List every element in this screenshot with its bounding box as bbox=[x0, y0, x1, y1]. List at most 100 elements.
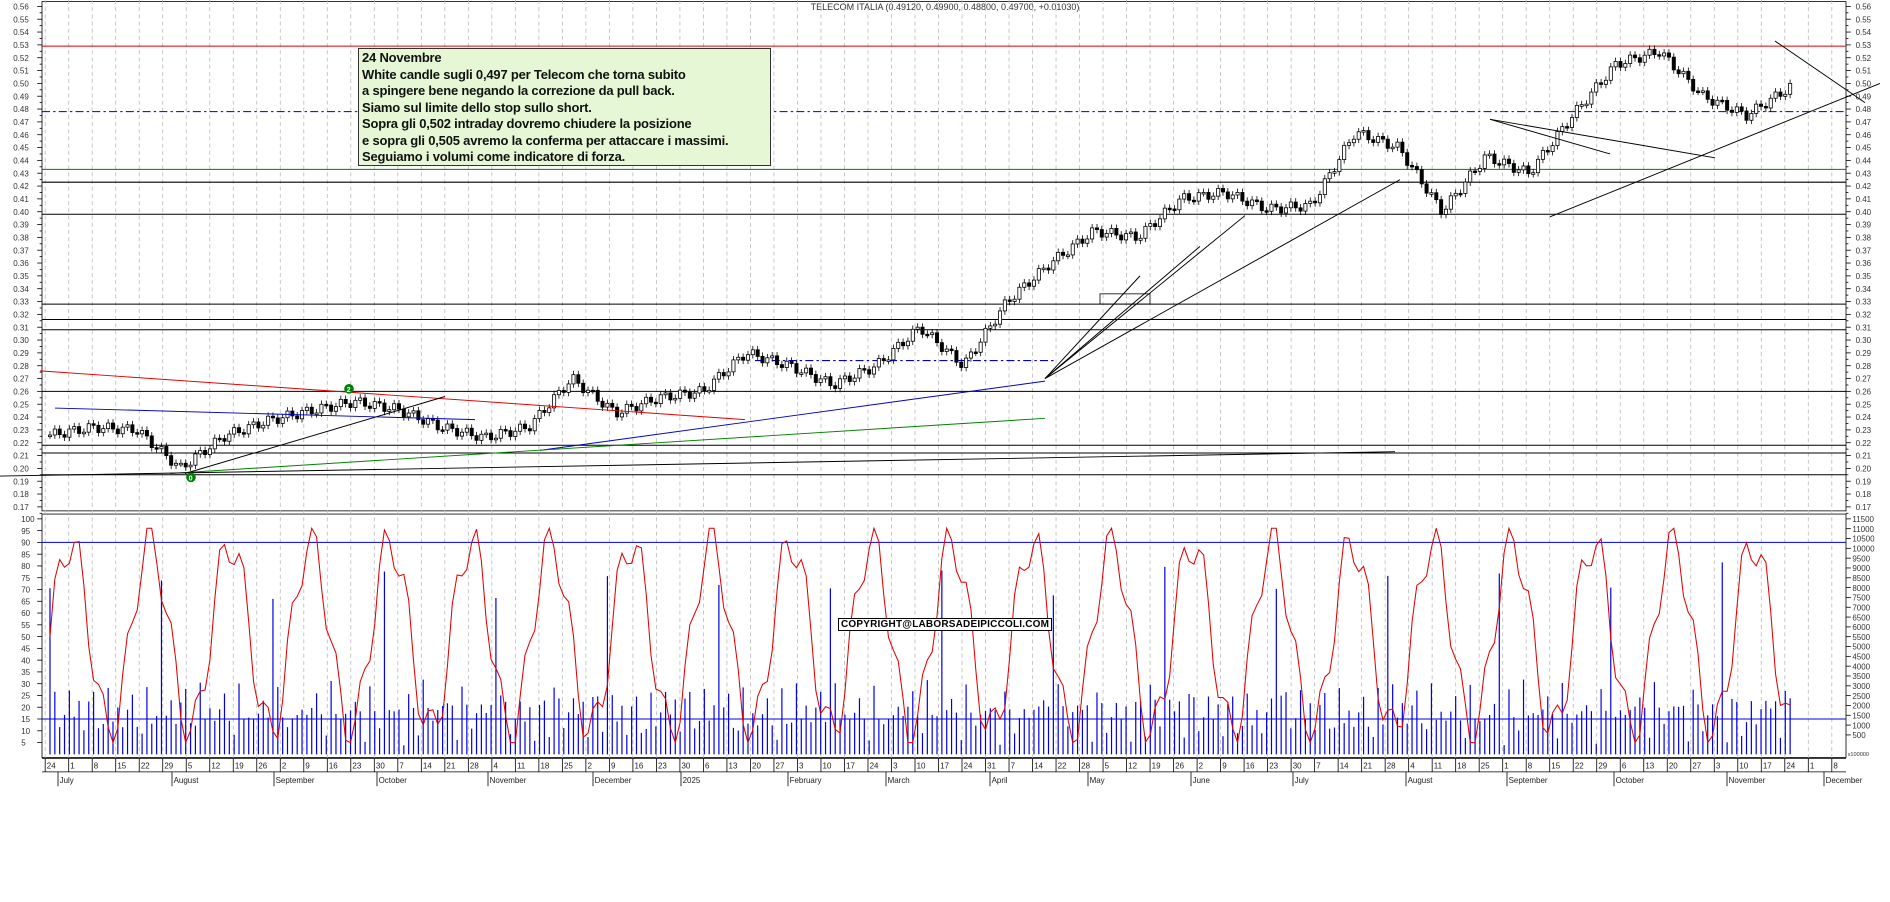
svg-text:16: 16 bbox=[1246, 762, 1255, 771]
svg-text:2: 2 bbox=[347, 386, 351, 394]
svg-text:17: 17 bbox=[846, 762, 855, 771]
svg-text:10: 10 bbox=[1739, 762, 1748, 771]
svg-text:April: April bbox=[992, 776, 1008, 785]
svg-text:0.46: 0.46 bbox=[13, 131, 29, 140]
svg-text:0.39: 0.39 bbox=[1856, 221, 1872, 230]
svg-text:November: November bbox=[490, 776, 527, 785]
svg-text:8: 8 bbox=[94, 762, 99, 771]
note-line: White candle sugli 0,497 per Telecom che… bbox=[362, 66, 686, 82]
note-line: Sopra gli 0,502 intraday dovremo chiuder… bbox=[362, 116, 692, 131]
svg-text:10000: 10000 bbox=[1852, 545, 1875, 554]
svg-text:0.30: 0.30 bbox=[1856, 336, 1872, 345]
svg-text:23: 23 bbox=[658, 762, 667, 771]
svg-text:0.40: 0.40 bbox=[1856, 208, 1872, 217]
svg-text:1: 1 bbox=[1504, 762, 1509, 771]
svg-text:0.33: 0.33 bbox=[1856, 298, 1872, 307]
svg-text:10: 10 bbox=[21, 727, 30, 736]
svg-text:May: May bbox=[1090, 776, 1105, 785]
svg-text:0.52: 0.52 bbox=[1856, 54, 1872, 63]
svg-text:8: 8 bbox=[1528, 762, 1533, 771]
svg-text:0.35: 0.35 bbox=[1856, 272, 1872, 281]
svg-text:7000: 7000 bbox=[1852, 603, 1870, 612]
svg-text:10500: 10500 bbox=[1852, 535, 1875, 544]
svg-text:22: 22 bbox=[1575, 762, 1584, 771]
svg-text:8500: 8500 bbox=[1852, 574, 1870, 583]
svg-text:2: 2 bbox=[1199, 762, 1204, 771]
svg-text:22: 22 bbox=[1058, 762, 1067, 771]
svg-text:7: 7 bbox=[399, 762, 404, 771]
svg-text:August: August bbox=[174, 776, 200, 785]
svg-text:28: 28 bbox=[1081, 762, 1090, 771]
svg-text:0.47: 0.47 bbox=[1856, 118, 1872, 127]
svg-text:0.24: 0.24 bbox=[13, 413, 29, 422]
svg-text:14: 14 bbox=[1034, 762, 1043, 771]
note-line: Siamo sul limite dello stop sullo short. bbox=[362, 99, 592, 115]
svg-text:0.27: 0.27 bbox=[1856, 375, 1872, 384]
svg-text:0.43: 0.43 bbox=[1856, 169, 1872, 178]
svg-text:0.30: 0.30 bbox=[13, 336, 29, 345]
svg-text:8000: 8000 bbox=[1852, 584, 1870, 593]
svg-text:19: 19 bbox=[235, 762, 244, 771]
svg-text:11500: 11500 bbox=[1852, 515, 1874, 524]
svg-text:0.20: 0.20 bbox=[13, 465, 29, 474]
svg-text:0.19: 0.19 bbox=[1856, 477, 1872, 486]
svg-text:0.23: 0.23 bbox=[1856, 426, 1872, 435]
svg-text:6000: 6000 bbox=[1852, 623, 1870, 632]
svg-text:0.41: 0.41 bbox=[1856, 195, 1872, 204]
svg-text:9: 9 bbox=[305, 762, 310, 771]
svg-text:35: 35 bbox=[21, 668, 30, 677]
svg-text:50: 50 bbox=[21, 633, 30, 642]
svg-text:0.56: 0.56 bbox=[1856, 3, 1872, 12]
svg-text:3500: 3500 bbox=[1852, 672, 1870, 681]
svg-text:9: 9 bbox=[611, 762, 616, 771]
svg-text:7: 7 bbox=[1316, 762, 1321, 771]
svg-text:13: 13 bbox=[729, 762, 738, 771]
svg-text:21: 21 bbox=[446, 762, 455, 771]
chart-title: TELECOM ITALIA (0.49120, 0.49900, 0.4880… bbox=[810, 2, 1080, 12]
svg-text:12: 12 bbox=[211, 762, 220, 771]
svg-text:21: 21 bbox=[1363, 762, 1372, 771]
svg-text:24: 24 bbox=[1786, 762, 1795, 771]
svg-text:24: 24 bbox=[47, 762, 56, 771]
svg-text:1500: 1500 bbox=[1852, 711, 1870, 720]
note-line: Seguiamo i volumi come indicatore di for… bbox=[362, 149, 626, 164]
svg-text:2: 2 bbox=[282, 762, 287, 771]
svg-text:July: July bbox=[1295, 776, 1309, 785]
svg-text:0.56: 0.56 bbox=[13, 3, 29, 12]
svg-text:11: 11 bbox=[1434, 762, 1443, 771]
svg-text:0.32: 0.32 bbox=[1856, 311, 1872, 320]
svg-text:0.18: 0.18 bbox=[1856, 490, 1872, 499]
svg-text:1: 1 bbox=[1810, 762, 1815, 771]
svg-text:0.22: 0.22 bbox=[13, 439, 29, 448]
svg-text:24: 24 bbox=[870, 762, 879, 771]
svg-text:85: 85 bbox=[21, 550, 30, 559]
svg-text:x100000: x100000 bbox=[1848, 752, 1869, 758]
svg-text:65: 65 bbox=[21, 597, 30, 606]
svg-text:500: 500 bbox=[1852, 731, 1866, 740]
svg-text:0.38: 0.38 bbox=[13, 234, 29, 243]
svg-text:0.31: 0.31 bbox=[1856, 323, 1872, 332]
svg-text:0.17: 0.17 bbox=[13, 503, 29, 512]
svg-text:3: 3 bbox=[1716, 762, 1721, 771]
svg-text:0.17: 0.17 bbox=[1856, 503, 1872, 512]
svg-text:0.48: 0.48 bbox=[13, 105, 29, 114]
svg-text:29: 29 bbox=[164, 762, 173, 771]
svg-text:5: 5 bbox=[21, 739, 26, 748]
svg-text:0.26: 0.26 bbox=[1856, 388, 1872, 397]
svg-text:6: 6 bbox=[1622, 762, 1627, 771]
svg-text:30: 30 bbox=[682, 762, 691, 771]
svg-text:February: February bbox=[790, 776, 822, 785]
svg-text:19: 19 bbox=[1152, 762, 1161, 771]
svg-text:0.45: 0.45 bbox=[1856, 144, 1872, 153]
svg-text:4000: 4000 bbox=[1852, 662, 1870, 671]
svg-text:40: 40 bbox=[21, 656, 30, 665]
svg-text:0.20: 0.20 bbox=[1856, 465, 1872, 474]
svg-text:23: 23 bbox=[1269, 762, 1278, 771]
svg-text:0.47: 0.47 bbox=[13, 118, 29, 127]
svg-text:0.46: 0.46 bbox=[1856, 131, 1872, 140]
svg-text:1: 1 bbox=[70, 762, 75, 771]
svg-text:0.28: 0.28 bbox=[1856, 362, 1872, 371]
svg-text:0.39: 0.39 bbox=[13, 221, 29, 230]
